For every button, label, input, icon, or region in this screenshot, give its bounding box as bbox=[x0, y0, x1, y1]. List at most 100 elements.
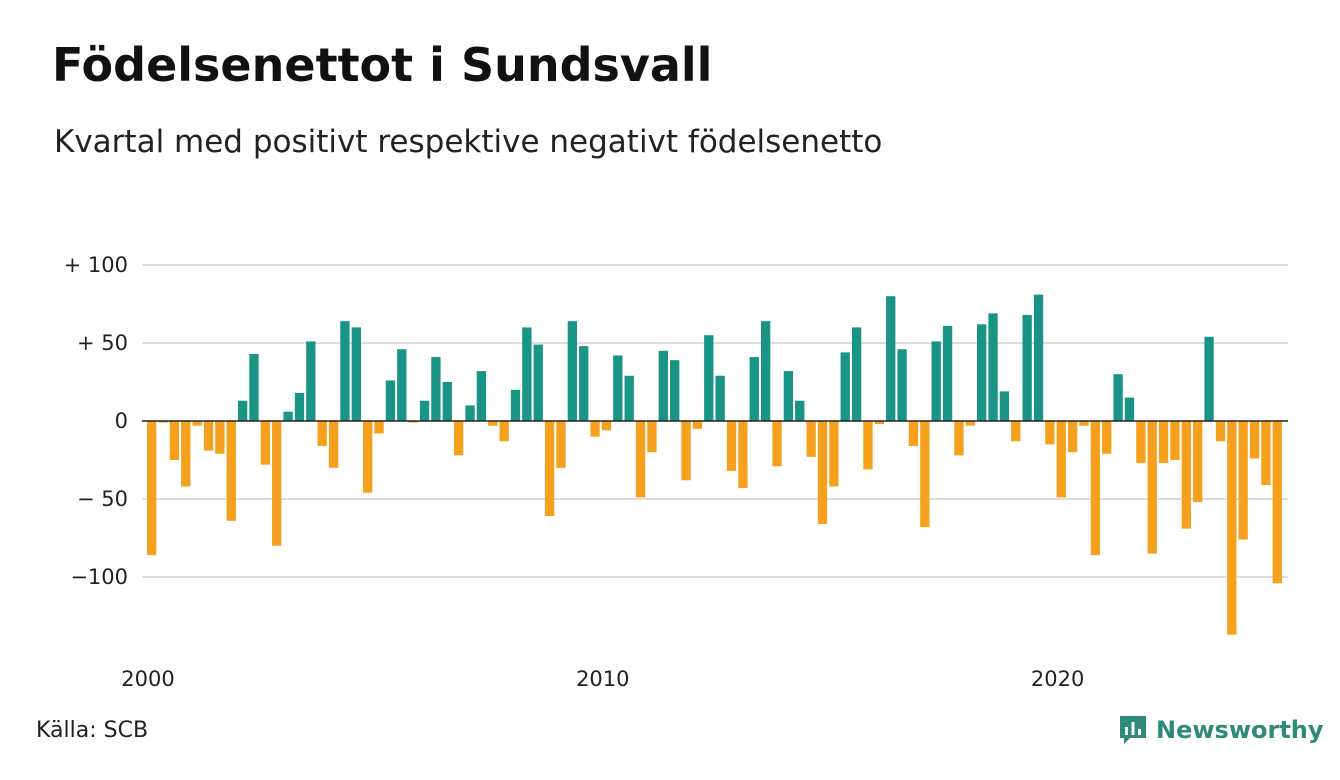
bar-negative bbox=[556, 421, 566, 468]
bar-negative bbox=[215, 421, 225, 454]
bar-positive bbox=[1033, 294, 1044, 421]
bar-negative bbox=[1067, 421, 1078, 453]
bar-negative bbox=[1056, 421, 1066, 498]
bar-negative bbox=[635, 421, 646, 498]
bar-negative bbox=[908, 421, 919, 446]
y-tick-label: + 100 bbox=[64, 253, 128, 277]
source-note: Källa: SCB bbox=[36, 718, 149, 743]
bar-negative bbox=[1272, 421, 1282, 584]
bar-negative bbox=[1261, 421, 1271, 485]
bar-positive bbox=[658, 350, 668, 421]
bar-negative bbox=[829, 421, 839, 487]
bar-negative bbox=[1011, 421, 1021, 442]
bar-negative bbox=[272, 421, 282, 546]
bar-positive bbox=[999, 391, 1010, 421]
bar-negative bbox=[363, 421, 373, 493]
x-tick-label: 2010 bbox=[576, 667, 629, 691]
bar-negative bbox=[226, 421, 236, 521]
bar-negative bbox=[692, 421, 703, 429]
bar-negative bbox=[817, 421, 828, 524]
bar-negative bbox=[806, 421, 816, 457]
bar-positive bbox=[1204, 336, 1214, 421]
bar-negative bbox=[954, 421, 964, 456]
bar-negative bbox=[203, 421, 214, 451]
x-tick-label: 2000 bbox=[121, 667, 174, 691]
bar-chart: + 100 + 50 0 − 50 −100 2000 2010 2020 bbox=[64, 253, 1288, 691]
bar-positive bbox=[977, 324, 987, 421]
bar-positive bbox=[851, 327, 862, 421]
bar-positive bbox=[306, 341, 316, 421]
bar-negative bbox=[408, 421, 418, 423]
bar-negative bbox=[681, 421, 691, 481]
bar-negative bbox=[181, 421, 191, 487]
bars bbox=[147, 294, 1282, 635]
bar-negative bbox=[590, 421, 600, 437]
bar-negative bbox=[1079, 421, 1089, 426]
bar-positive bbox=[510, 389, 521, 421]
bar-positive bbox=[442, 382, 452, 421]
bar-positive bbox=[897, 349, 907, 421]
x-axis-labels: 2000 2010 2020 bbox=[121, 667, 1084, 691]
bar-negative bbox=[726, 421, 737, 471]
newsworthy-logo-icon bbox=[1120, 716, 1146, 744]
bar-positive bbox=[431, 357, 441, 421]
bar-positive bbox=[340, 321, 350, 421]
bar-negative bbox=[1238, 421, 1248, 540]
bar-negative bbox=[158, 421, 168, 423]
bar-negative bbox=[544, 421, 555, 517]
bar-negative bbox=[317, 421, 327, 446]
bar-negative bbox=[1045, 421, 1055, 445]
bar-negative bbox=[738, 421, 748, 489]
bar-positive bbox=[931, 341, 941, 421]
bar-negative bbox=[1147, 421, 1157, 554]
bar-positive bbox=[522, 327, 532, 421]
bar-positive bbox=[988, 313, 998, 421]
bar-positive bbox=[533, 344, 543, 421]
bar-negative bbox=[1215, 421, 1226, 442]
bar-positive bbox=[795, 400, 805, 421]
bar-negative bbox=[147, 421, 157, 556]
bar-positive bbox=[670, 360, 680, 421]
bar-negative bbox=[965, 421, 975, 426]
bar-positive bbox=[397, 349, 407, 421]
chart-subtitle: Kvartal med positivt respektive negativt… bbox=[54, 124, 883, 160]
bar-negative bbox=[260, 421, 271, 465]
bar-negative bbox=[1102, 421, 1112, 454]
bar-positive bbox=[715, 375, 725, 421]
bar-positive bbox=[237, 400, 248, 421]
bar-negative bbox=[874, 421, 884, 425]
bar-negative bbox=[488, 421, 498, 426]
bar-positive bbox=[840, 352, 850, 421]
y-axis-labels: + 100 + 50 0 − 50 −100 bbox=[64, 253, 128, 589]
bar-negative bbox=[328, 421, 339, 468]
bar-positive bbox=[1113, 374, 1123, 421]
bar-negative bbox=[863, 421, 873, 470]
bar-positive bbox=[419, 400, 430, 421]
bar-positive bbox=[942, 325, 953, 421]
bar-positive bbox=[579, 346, 589, 421]
bar-positive bbox=[567, 321, 578, 421]
bar-positive bbox=[749, 357, 759, 421]
bar-positive bbox=[760, 321, 771, 421]
bar-negative bbox=[169, 421, 180, 460]
bar-positive bbox=[613, 355, 623, 421]
y-tick-label: + 50 bbox=[77, 331, 128, 355]
bar-positive bbox=[249, 353, 259, 421]
y-tick-label: − 50 bbox=[77, 487, 128, 511]
bar-negative bbox=[453, 421, 464, 456]
bar-negative bbox=[1158, 421, 1169, 464]
bar-negative bbox=[1249, 421, 1260, 459]
bar-negative bbox=[1170, 421, 1180, 460]
bar-positive bbox=[1124, 397, 1135, 421]
newsworthy-logo-text: Newsworthy bbox=[1156, 716, 1324, 744]
bar-negative bbox=[772, 421, 782, 467]
x-tick-label: 2020 bbox=[1031, 667, 1084, 691]
bar-negative bbox=[1227, 421, 1237, 635]
bar-negative bbox=[192, 421, 202, 426]
bar-positive bbox=[385, 380, 396, 421]
bar-negative bbox=[499, 421, 509, 442]
bar-positive bbox=[1022, 314, 1032, 421]
newsworthy-logo[interactable]: Newsworthy bbox=[1118, 714, 1324, 746]
bar-positive bbox=[704, 335, 714, 421]
bar-positive bbox=[624, 375, 634, 421]
